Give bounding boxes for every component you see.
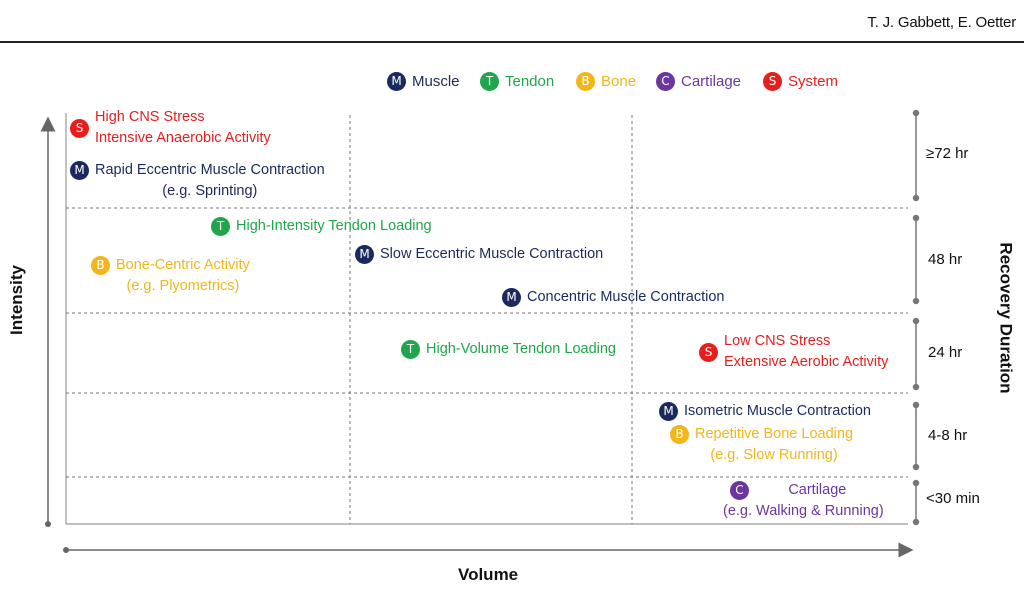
right-axis-label: Recovery Duration — [996, 242, 1016, 394]
tendon-icon: T — [480, 71, 499, 91]
duration-brackets — [912, 109, 920, 526]
item-title: High-Volume Tendon Loading — [426, 341, 616, 357]
x-axis-label: Volume — [458, 565, 519, 584]
item-bone-centric: B Bone-Centric Activity (e.g. Plyometric… — [91, 255, 250, 297]
muscle-icon: M — [70, 161, 89, 180]
legend-label: System — [788, 72, 839, 90]
author-credit: T. J. Gabbett, E. Oetter — [867, 14, 1016, 31]
legend-label: Bone — [601, 72, 637, 90]
duration-48hr: 48 hr — [928, 251, 963, 268]
item-subtitle: Intensive Anaerobic Activity — [95, 130, 271, 146]
y-axis-label: Intensity — [6, 265, 26, 335]
item-subtitle: (e.g. Plyometrics) — [126, 278, 240, 294]
legend-muscle: M Muscle — [387, 69, 460, 93]
tendon-icon: T — [401, 340, 420, 359]
cartilage-icon: C — [656, 71, 675, 91]
row-dividers — [66, 207, 908, 478]
system-icon: S — [699, 343, 718, 362]
item-subtitle: (e.g. Slow Running) — [710, 447, 838, 463]
item-title: Rapid Eccentric Muscle Contraction — [95, 162, 325, 178]
item-title: Cartilage — [788, 482, 847, 498]
legend-cartilage: C Cartilage — [656, 69, 741, 93]
item-repetitive-bone: B Repetitive Bone Loading (e.g. Slow Run… — [670, 424, 853, 466]
system-icon: S — [763, 71, 782, 91]
item-title: Slow Eccentric Muscle Contraction — [380, 246, 604, 262]
legend-system: S System — [763, 69, 838, 93]
item-title: High CNS Stress — [95, 109, 205, 125]
item-high-cns-stress: S High CNS Stress Intensive Anaerobic Ac… — [70, 107, 271, 149]
bone-icon: B — [670, 425, 689, 444]
muscle-icon: M — [355, 245, 374, 264]
legend-tendon: T Tendon — [480, 69, 554, 93]
item-title: High-Intensity Tendon Loading — [236, 218, 432, 234]
item-subtitle: (e.g. Sprinting) — [162, 183, 258, 199]
item-isometric: M Isometric Muscle Contraction — [659, 401, 871, 422]
system-icon: S — [70, 119, 89, 138]
item-title: Repetitive Bone Loading — [695, 426, 854, 442]
duration-30min: <30 min — [926, 490, 980, 507]
cartilage-icon: C — [730, 481, 749, 500]
item-high-volume-tendon: T High-Volume Tendon Loading — [401, 339, 616, 360]
duration-24hr: 24 hr — [928, 344, 963, 361]
duration-4-8hr: 4-8 hr — [928, 427, 968, 444]
muscle-icon: M — [387, 71, 406, 91]
legend-bone: B Bone — [576, 69, 636, 93]
legend-label: Cartilage — [681, 72, 742, 90]
duration-72hr: ≥72 hr — [926, 145, 969, 162]
tendon-icon: T — [211, 217, 230, 236]
item-subtitle: Extensive Aerobic Activity — [724, 354, 889, 370]
header-rule — [0, 41, 1024, 43]
item-title: Low CNS Stress — [724, 333, 831, 349]
item-subtitle: (e.g. Walking & Running) — [723, 503, 884, 519]
item-title: Concentric Muscle Contraction — [527, 289, 725, 305]
legend-label: Muscle — [412, 72, 460, 90]
legend-label: Tendon — [505, 72, 555, 90]
item-slow-eccentric: M Slow Eccentric Muscle Contraction — [355, 244, 603, 265]
item-concentric: M Concentric Muscle Contraction — [502, 287, 724, 308]
item-high-intensity-tendon: T High-Intensity Tendon Loading — [211, 216, 432, 237]
item-title: Bone-Centric Activity — [116, 257, 250, 273]
muscle-icon: M — [502, 288, 521, 307]
item-low-cns-stress: S Low CNS Stress Extensive Aerobic Activ… — [699, 331, 888, 373]
bone-icon: B — [91, 256, 110, 275]
item-title: Isometric Muscle Contraction — [684, 403, 871, 419]
item-rapid-eccentric: M Rapid Eccentric Muscle Contraction (e.… — [70, 160, 325, 202]
muscle-icon: M — [659, 402, 678, 421]
item-cartilage: C Cartilage (e.g. Walking & Running) — [698, 480, 884, 522]
column-dividers — [349, 115, 633, 524]
bone-icon: B — [576, 71, 595, 91]
